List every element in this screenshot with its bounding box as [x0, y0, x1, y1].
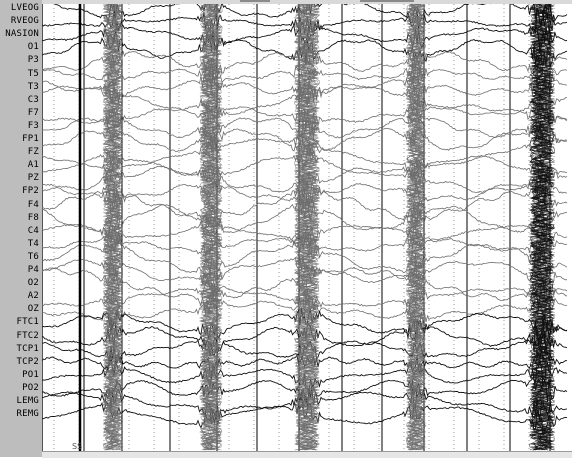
channel-label-c3[interactable]: C3	[27, 94, 39, 105]
top-scrollbar[interactable]	[42, 0, 572, 4]
artifact-burst-trace	[199, 0, 224, 451]
channel-label-remg[interactable]: REMG	[16, 409, 39, 420]
artifact-burst-trace	[294, 0, 321, 451]
channel-label-rveog[interactable]: RVEOG	[10, 16, 39, 27]
artifact-burst-trace	[199, 0, 223, 451]
channel-label-lemg[interactable]: LEMG	[16, 396, 39, 406]
artifact-burst-trace	[102, 0, 124, 451]
artifact-burst-trace	[293, 0, 320, 451]
artifact-burst-trace	[102, 0, 124, 451]
channel-label-panel: LVEOG RVEOG NASION O1 P3 T5 T3 C3 F7 F3 FP1 FZ A1 PZ F…	[0, 0, 43, 457]
channel-label-fp1[interactable]: FP1	[22, 134, 39, 144]
artifact-burst-trace	[405, 0, 427, 451]
artifact-burst-trace	[529, 0, 556, 451]
event-marker-label: SS	[72, 442, 83, 451]
channel-label-nasion[interactable]: NASION	[5, 29, 39, 40]
artifact-burst-trace	[405, 0, 427, 451]
channel-label-t3[interactable]: T3	[27, 81, 39, 92]
artifact-burst-trace	[199, 0, 223, 451]
eeg-trace-canvas[interactable]	[42, 0, 572, 457]
channel-label-t4[interactable]: T4	[27, 238, 39, 249]
artifact-burst-trace	[102, 0, 124, 451]
artifact-burst-trace	[102, 0, 124, 451]
channel-label-fz[interactable]: FZ	[27, 147, 39, 158]
bottom-scrollbar[interactable]	[42, 451, 572, 458]
scroll-thumb[interactable]	[240, 0, 270, 2]
channel-label-pz[interactable]: PZ	[27, 173, 39, 184]
artifact-burst-trace	[528, 0, 556, 451]
trace-area[interactable]	[42, 0, 572, 457]
channel-label-f8[interactable]: F8	[27, 212, 39, 223]
channel-label-o2[interactable]: O2	[27, 278, 39, 289]
channel-label-c4[interactable]: C4	[27, 225, 39, 236]
artifact-burst-trace	[529, 0, 555, 451]
channel-label-f3[interactable]: F3	[27, 120, 39, 131]
scroll-thumb-secondary[interactable]	[360, 0, 414, 2]
channel-label-t5[interactable]: T5	[27, 68, 39, 79]
eeg-trace-nasion	[42, 21, 568, 53]
channel-label-p3[interactable]: P3	[27, 55, 39, 66]
channel-label-a2[interactable]: A2	[27, 291, 39, 302]
artifact-burst-trace	[293, 0, 321, 451]
channel-label-oz[interactable]: OZ	[27, 304, 39, 315]
artifact-burst-trace	[102, 0, 124, 451]
artifact-burst-trace	[405, 0, 427, 451]
channel-label-po2[interactable]: PO2	[22, 382, 39, 393]
channel-label-tcp2[interactable]: TCP2	[16, 356, 39, 367]
artifact-burst-trace	[199, 0, 223, 451]
artifact-burst-trace	[528, 0, 555, 451]
channel-label-f4[interactable]: F4	[27, 199, 39, 210]
artifact-burst-trace	[293, 0, 320, 451]
channel-label-f7[interactable]: F7	[27, 107, 39, 118]
channel-label-lveog[interactable]: LVEOG	[10, 3, 39, 13]
channel-label-ftc1[interactable]: FTC1	[16, 317, 39, 328]
channel-label-a1[interactable]: A1	[27, 160, 39, 171]
artifact-burst-trace	[528, 0, 556, 451]
artifact-burst-trace	[199, 0, 223, 451]
channel-label-t6[interactable]: T6	[27, 251, 39, 262]
artifact-burst-trace	[529, 0, 555, 451]
channel-label-o1[interactable]: O1	[27, 42, 39, 53]
artifact-burst-trace	[405, 0, 427, 451]
artifact-burst-trace	[199, 0, 223, 451]
artifact-burst-trace	[199, 0, 223, 451]
channel-label-p4[interactable]: P4	[27, 265, 39, 275]
channel-label-tcp1[interactable]: TCP1	[16, 343, 39, 354]
channel-label-fp2[interactable]: FP2	[22, 186, 39, 197]
eeg-trace-a2	[42, 277, 568, 310]
artifact-burst-trace	[293, 0, 320, 451]
channel-label-ftc2[interactable]: FTC2	[16, 330, 39, 341]
channel-label-po1[interactable]: PO1	[22, 369, 39, 380]
